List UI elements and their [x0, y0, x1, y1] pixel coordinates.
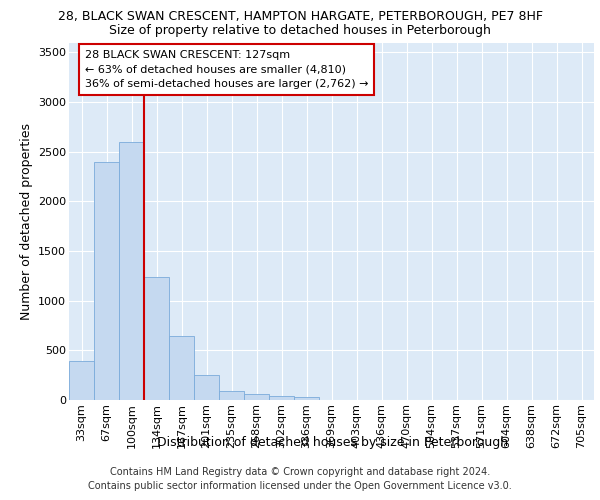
Bar	[294, 397, 319, 400]
Bar	[94, 162, 119, 400]
Bar	[169, 336, 194, 400]
Bar	[194, 374, 219, 400]
Bar	[144, 277, 169, 400]
Bar	[119, 142, 144, 400]
Bar	[219, 390, 244, 400]
Bar	[69, 362, 94, 400]
Text: 28, BLACK SWAN CRESCENT, HAMPTON HARGATE, PETERBOROUGH, PE7 8HF: 28, BLACK SWAN CRESCENT, HAMPTON HARGATE…	[58, 10, 542, 23]
Text: Size of property relative to detached houses in Peterborough: Size of property relative to detached ho…	[109, 24, 491, 37]
Bar	[269, 396, 294, 400]
Text: Contains HM Land Registry data © Crown copyright and database right 2024.
Contai: Contains HM Land Registry data © Crown c…	[88, 467, 512, 491]
Bar	[244, 394, 269, 400]
Y-axis label: Number of detached properties: Number of detached properties	[20, 122, 32, 320]
Text: 28 BLACK SWAN CRESCENT: 127sqm
← 63% of detached houses are smaller (4,810)
36% : 28 BLACK SWAN CRESCENT: 127sqm ← 63% of …	[85, 50, 368, 90]
Text: Distribution of detached houses by size in Peterborough: Distribution of detached houses by size …	[157, 436, 509, 449]
